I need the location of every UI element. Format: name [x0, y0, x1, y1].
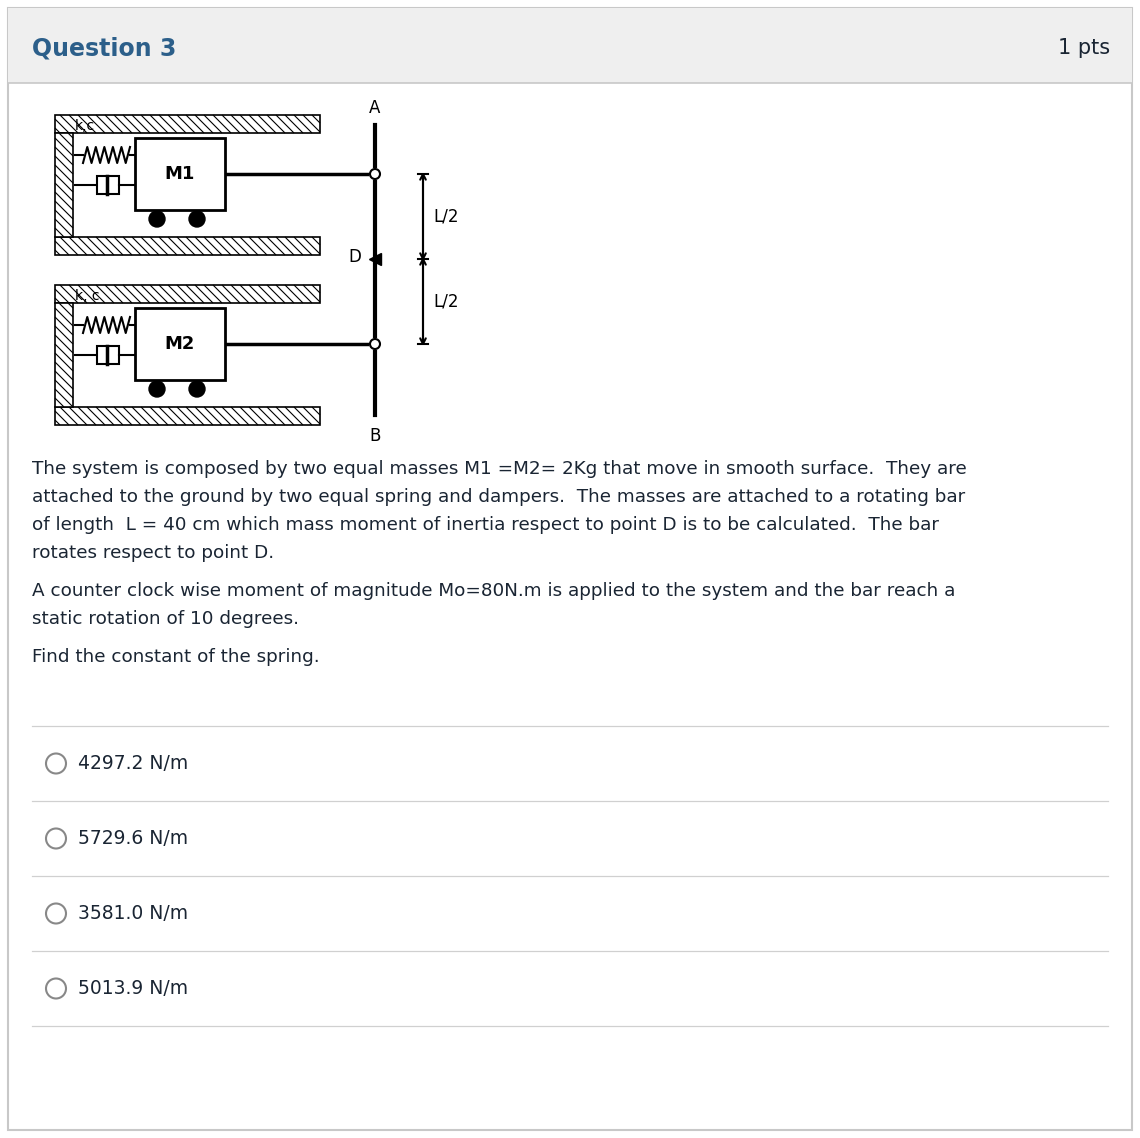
Circle shape	[189, 381, 205, 397]
Text: M1: M1	[165, 165, 195, 183]
Bar	[135, 138, 225, 211]
Circle shape	[370, 339, 380, 349]
Text: k, c: k, c	[75, 289, 99, 303]
Text: L/2: L/2	[433, 292, 458, 311]
Bar	[73, 303, 320, 407]
Bar	[55, 407, 320, 424]
Bar	[8, 8, 1132, 83]
Circle shape	[370, 170, 380, 179]
Circle shape	[46, 904, 66, 924]
Circle shape	[46, 753, 66, 774]
Text: of length  L = 40 cm which mass moment of inertia respect to point D is to be ca: of length L = 40 cm which mass moment of…	[32, 516, 939, 534]
Text: 3581.0 N/m: 3581.0 N/m	[78, 904, 188, 923]
Text: 4297.2 N/m: 4297.2 N/m	[78, 754, 188, 773]
Bar	[55, 133, 73, 237]
Bar	[97, 346, 119, 364]
Text: 1 pts: 1 pts	[1058, 38, 1110, 58]
Circle shape	[46, 828, 66, 849]
Text: 5729.6 N/m: 5729.6 N/m	[78, 828, 188, 848]
Text: A counter clock wise moment of magnitude Mo=80N.m is applied to the system and t: A counter clock wise moment of magnitude…	[32, 582, 955, 600]
Bar	[97, 176, 119, 193]
Text: A: A	[369, 99, 381, 117]
Text: D: D	[348, 248, 361, 266]
Text: rotates respect to point D.: rotates respect to point D.	[32, 544, 274, 562]
Text: k,c: k,c	[75, 119, 95, 133]
Bar	[55, 303, 73, 407]
Text: Question 3: Question 3	[32, 36, 177, 60]
Bar	[55, 237, 320, 255]
Bar	[55, 115, 320, 133]
Text: static rotation of 10 degrees.: static rotation of 10 degrees.	[32, 610, 299, 628]
Bar	[135, 308, 225, 380]
Circle shape	[149, 381, 165, 397]
Bar	[55, 284, 320, 303]
Text: Find the constant of the spring.: Find the constant of the spring.	[32, 648, 319, 666]
Text: attached to the ground by two equal spring and dampers.  The masses are attached: attached to the ground by two equal spri…	[32, 488, 966, 506]
Text: 5013.9 N/m: 5013.9 N/m	[78, 979, 188, 998]
Circle shape	[149, 211, 165, 226]
Text: M2: M2	[165, 335, 195, 353]
Circle shape	[46, 979, 66, 998]
Text: The system is composed by two equal masses M1 =M2= 2Kg that move in smooth surfa: The system is composed by two equal mass…	[32, 460, 967, 478]
Bar	[73, 133, 320, 237]
Circle shape	[189, 211, 205, 226]
Text: B: B	[369, 427, 381, 445]
Text: L/2: L/2	[433, 207, 458, 225]
